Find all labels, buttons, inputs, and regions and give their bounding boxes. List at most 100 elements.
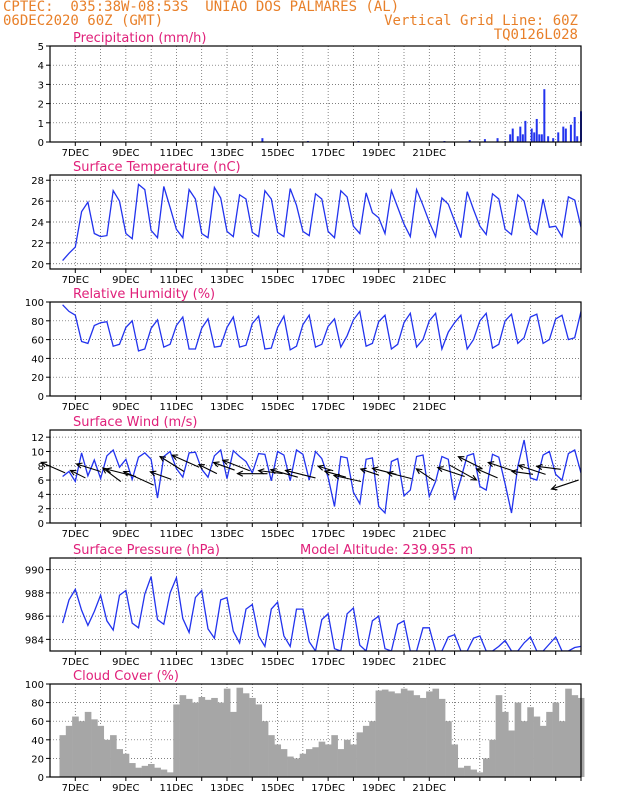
wind-panel: 0 2 4 6 8 10 12 7DEC 9DEC 11DEC 13DEC 15DEC 17DEC 19D… [31, 415, 582, 540]
wind-arrow-head [69, 469, 77, 476]
x-tick-label: 19DEC [362, 783, 396, 794]
y-tick-label: 986 [25, 612, 44, 623]
x-tick-label: 19DEC [362, 657, 396, 668]
x-tick-label: 13DEC [210, 783, 244, 794]
cloud-bar [318, 741, 326, 777]
cloud-bar [337, 749, 345, 777]
cloud-bar [78, 721, 86, 777]
humidity-frame [49, 301, 582, 397]
y-tick-label: 60 [31, 336, 44, 347]
wind-arrow [40, 461, 66, 474]
wind-arrow-head [436, 466, 444, 473]
x-tick-label: 21DEC [412, 657, 446, 668]
x-tick-label: 21DEC [412, 402, 446, 413]
wind-arrow [171, 454, 200, 468]
y-tick-label: 40 [31, 736, 44, 747]
wind-frame [49, 429, 582, 524]
wind-arrow [488, 461, 516, 473]
cloud-bar [571, 695, 579, 777]
cloud-bar [394, 693, 402, 777]
wind-arrow-head [359, 467, 367, 474]
wind-arrow [551, 479, 579, 490]
x-tick-label: 7DEC [62, 402, 89, 413]
x-tick-label: 21DEC [412, 275, 446, 286]
wind-arrow [198, 464, 218, 475]
wind-arrow-head [386, 470, 394, 477]
x-tick-label: 9DEC [112, 783, 139, 794]
wind-arrow [536, 465, 561, 470]
pressure-annotation: Model Altitude: 239.955 m [300, 543, 473, 558]
y-tick-label: 10 [31, 447, 44, 458]
cloud-bar [217, 702, 225, 777]
x-tick-label: 19DEC [362, 402, 396, 413]
cloud-bar [103, 739, 111, 777]
wind-arrow-head [149, 470, 157, 477]
x-tick-label: 15DEC [261, 529, 295, 540]
cloud-bar [72, 716, 79, 777]
y-tick-label: 4 [38, 490, 44, 501]
cloud-bar [369, 721, 376, 777]
cloud-bar [97, 725, 105, 777]
pressure-frame [49, 557, 582, 652]
y-tick-label: 4 [38, 61, 44, 72]
precip-bar [543, 89, 546, 142]
precip-bar [576, 136, 579, 142]
wind-arrow [258, 470, 283, 475]
precip-bar [564, 128, 567, 142]
wind-arrow-head [415, 468, 423, 475]
y-tick-label: 0 [38, 519, 44, 530]
header-grid-line-label: Vertical Grid Line: 60Z [384, 13, 578, 29]
wind-arrow [518, 464, 546, 475]
wind-arrow-head [316, 464, 325, 471]
wind-arrow-head [470, 474, 478, 481]
cloud-bar [223, 688, 231, 777]
x-tick-label: 9DEC [112, 529, 139, 540]
humidity-line [62, 304, 581, 352]
cloud-bar [546, 711, 553, 777]
precip-bar [516, 136, 519, 142]
y-tick-label: 2 [38, 505, 44, 516]
wind-line [62, 439, 581, 515]
cloud-bar [185, 698, 193, 777]
wind-arrow-head [158, 455, 167, 462]
wind-arrow-head [269, 468, 277, 475]
y-tick-label: 988 [25, 589, 44, 600]
cloud-bar [514, 702, 522, 777]
precip-bar [521, 134, 524, 142]
cloud-bar [173, 704, 180, 777]
wind-arrow-head [104, 467, 112, 474]
x-tick-label: 19DEC [362, 529, 396, 540]
wind-arrow-head [517, 464, 525, 470]
wind-arrow-head [212, 461, 220, 468]
cloud-bar [356, 732, 364, 777]
y-tick-label: 3 [38, 80, 44, 91]
cloud-bar [413, 695, 421, 777]
cloud-bar [343, 739, 351, 777]
cloud-bar [293, 758, 300, 777]
wind-arrow [270, 469, 298, 478]
cloud-bar [160, 769, 168, 777]
cloud-bar [565, 688, 572, 777]
cloud-bar [558, 721, 566, 777]
cloud-bar [407, 690, 414, 777]
y-tick-label: 24 [31, 218, 44, 229]
wind-arrow-head [284, 468, 292, 475]
cloud-bar [489, 739, 496, 777]
y-tick-label: 0 [38, 773, 44, 784]
precipitation-frame [49, 45, 582, 143]
cloud-frame [49, 683, 582, 778]
cloud-bar [141, 765, 149, 777]
header-model-label: TQ0126L028 [493, 27, 578, 43]
x-tick-label: 9DEC [112, 275, 139, 286]
cloud-bar [400, 688, 408, 777]
wind-arrow-head [371, 466, 379, 473]
y-tick-label: 5 [38, 42, 44, 53]
x-tick-label: 15DEC [261, 275, 295, 286]
x-tick-label: 17DEC [311, 783, 345, 794]
y-tick-label: 100 [25, 680, 44, 691]
wind-arrow-head [75, 462, 83, 469]
header-date-line: 06DEC2020 60Z (GMT) [3, 13, 164, 29]
x-tick-label: 17DEC [311, 275, 345, 286]
x-tick-label: 11DEC [160, 529, 194, 540]
cloud-bar [520, 721, 528, 777]
